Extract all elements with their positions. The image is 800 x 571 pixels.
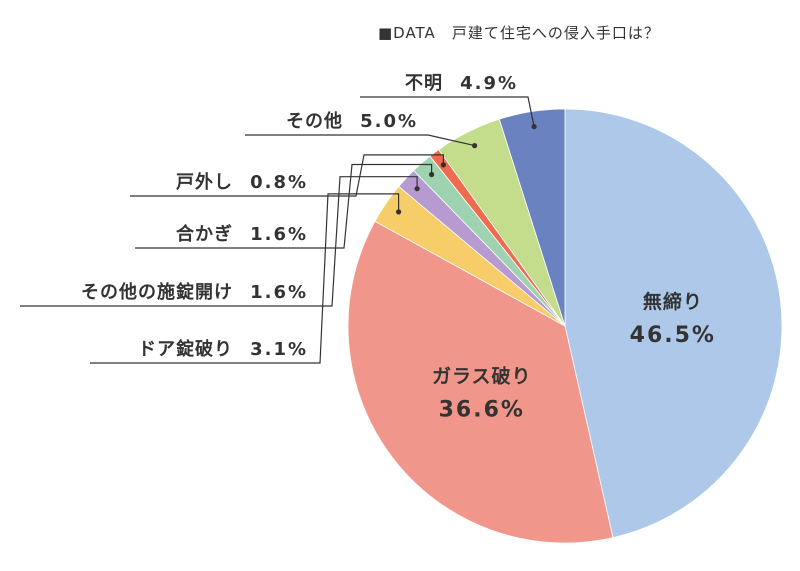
callout-line-3: [20, 176, 418, 307]
slice-0: [564, 108, 783, 539]
callout-line-6: [245, 134, 475, 147]
callout-line-4: [135, 163, 433, 249]
callout-value-4: 1.6%: [250, 224, 308, 245]
callout-value-3: 1.6%: [250, 282, 308, 303]
callout-line-2: [90, 193, 400, 364]
pie-slices: [347, 108, 783, 544]
slice-value-1: 36.6%: [439, 398, 525, 423]
slice-7: [498, 108, 566, 327]
callout-label-6: その他: [286, 110, 343, 132]
callout-value-2: 3.1%: [250, 339, 308, 360]
slice-label-0: 無締り: [643, 290, 703, 313]
slice-1: [347, 220, 614, 544]
callout-value-7: 4.9%: [460, 73, 518, 94]
callout-value-6: 5.0%: [360, 111, 418, 132]
callout-line-5: [130, 154, 444, 197]
callout-label-7: 不明: [405, 73, 443, 94]
callout-label-5: 戸外し: [176, 171, 233, 193]
callout-label-4: 合かぎ: [176, 223, 233, 245]
slice-value-0: 46.5%: [630, 323, 716, 348]
callout-line-7: [360, 96, 535, 127]
slice-labels: 無締り 46.5% ガラス破り 36.6% 3.1% ドア錠破り 1.6% その他の施錠開け 1…: [81, 73, 716, 423]
callout-label-3: その他の施錠開け: [81, 281, 233, 303]
chart-title: ■DATA 戸建て住宅への侵入手口は？: [378, 24, 660, 42]
callout-label-2: ドア錠破り: [138, 338, 233, 360]
callout-value-5: 0.8%: [250, 172, 308, 193]
callout-leaders: [20, 96, 537, 364]
slice-label-1: ガラス破り: [432, 366, 532, 388]
